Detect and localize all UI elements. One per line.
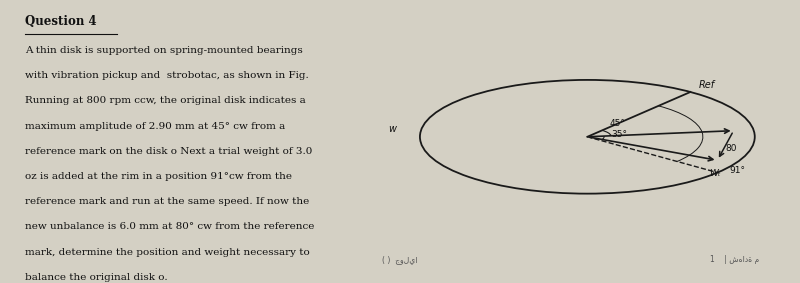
Text: 80: 80: [726, 144, 737, 153]
Text: 91°: 91°: [730, 166, 746, 175]
Text: 45°: 45°: [610, 119, 626, 128]
Text: Question 4: Question 4: [26, 15, 97, 28]
Text: w: w: [388, 124, 396, 134]
Text: A thin disk is supported on spring-mounted bearings: A thin disk is supported on spring-mount…: [26, 46, 303, 55]
Text: with vibration pickup and  strobotac, as shown in Fig.: with vibration pickup and strobotac, as …: [26, 71, 309, 80]
Text: new unbalance is 6.0 mm at 80° cw from the reference: new unbalance is 6.0 mm at 80° cw from t…: [26, 222, 314, 231]
Text: Wₜ: Wₜ: [710, 169, 721, 178]
Text: balance the original disk o.: balance the original disk o.: [26, 273, 168, 282]
Text: mark, determine the position and weight necessary to: mark, determine the position and weight …: [26, 248, 310, 256]
Text: 35°: 35°: [611, 130, 627, 139]
Text: reference mark on the disk o Next a trial weight of 3.0: reference mark on the disk o Next a tria…: [26, 147, 313, 156]
Text: oz is added at the rim in a position 91°cw from the: oz is added at the rim in a position 91°…: [26, 172, 292, 181]
Text: maximum amplitude of 2.90 mm at 45° cw from a: maximum amplitude of 2.90 mm at 45° cw f…: [26, 122, 286, 131]
Text: Running at 800 rpm ccw, the original disk indicates a: Running at 800 rpm ccw, the original dis…: [26, 97, 306, 106]
Text: reference mark and run at the same speed. If now the: reference mark and run at the same speed…: [26, 197, 310, 206]
Text: ( )  جوليا: ( ) جوليا: [382, 255, 418, 264]
Text: Ref: Ref: [698, 80, 714, 90]
Text: 1    | شهادة م: 1 | شهادة م: [710, 255, 758, 264]
